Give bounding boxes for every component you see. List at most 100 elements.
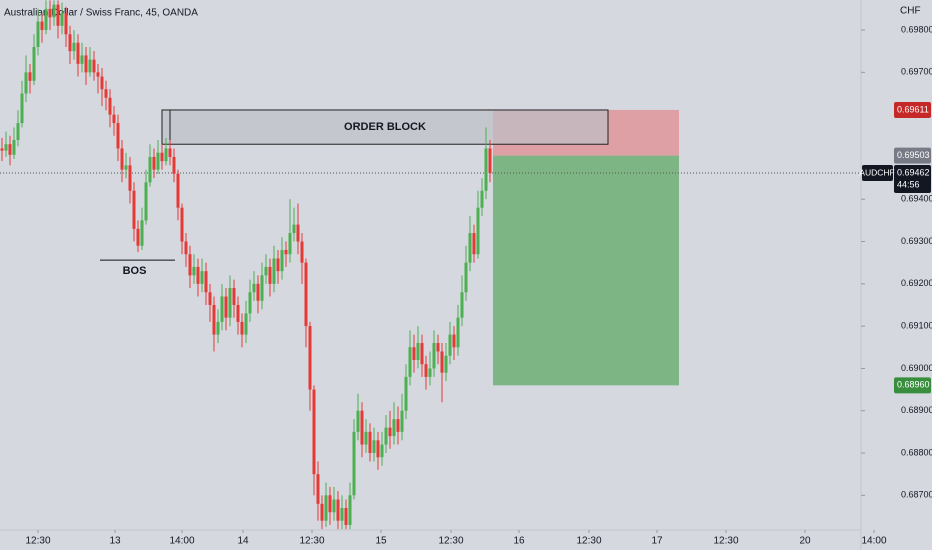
candle-body <box>140 220 144 246</box>
candle-body <box>400 410 404 432</box>
y-tick-label: 0.69800 <box>901 24 932 34</box>
y-tick-label: 0.69400 <box>901 194 932 204</box>
x-tick-label: 12:30 <box>713 536 738 547</box>
candle-body <box>448 334 452 356</box>
candle-body <box>148 156 152 183</box>
candle-body <box>60 13 64 26</box>
candle-body <box>228 288 232 318</box>
candle-body <box>304 262 308 327</box>
candle-body <box>52 4 56 18</box>
candle-body <box>200 271 204 284</box>
candle-body <box>440 351 444 373</box>
chart-title: Australian Dollar / Swiss Franc, 45, OAN… <box>4 8 198 19</box>
candle-body <box>248 292 252 314</box>
candle-body <box>476 207 480 255</box>
candle-body <box>328 495 332 513</box>
candle-body <box>396 419 400 432</box>
target-zone <box>493 155 679 386</box>
candle-body <box>8 144 12 155</box>
target-price-label: 0.68960 <box>897 380 930 390</box>
symbol-label: AUDCHF <box>859 167 894 177</box>
x-tick-label: 14:00 <box>861 536 886 547</box>
candle-body <box>340 508 344 521</box>
countdown: 44:56 <box>897 179 920 189</box>
candle-body <box>220 296 224 322</box>
candle-body <box>156 152 160 170</box>
candle-body <box>56 4 60 26</box>
candle-body <box>168 148 172 157</box>
candle-body <box>176 173 180 208</box>
y-tick-label: 0.68900 <box>901 405 932 415</box>
candle-body <box>428 368 432 377</box>
candle-body <box>300 241 304 263</box>
candle-body <box>124 165 128 170</box>
bos-label: BOS <box>123 265 147 277</box>
candle-body <box>104 89 108 98</box>
candle-body <box>208 292 212 305</box>
candle-body <box>72 42 76 52</box>
candle-body <box>236 304 240 322</box>
candle-body <box>444 355 448 373</box>
entry-price-label-box <box>894 147 931 164</box>
candle-body <box>392 419 396 437</box>
candle-body <box>276 258 280 272</box>
candle-body <box>116 123 120 149</box>
candle-body <box>128 165 132 191</box>
last-price-label-box <box>894 165 931 194</box>
candle-body <box>364 431 368 445</box>
y-tick-label: 0.69700 <box>901 67 932 77</box>
candle-body <box>348 495 352 525</box>
candle-body <box>332 499 336 513</box>
candle-body <box>32 46 36 81</box>
candle-body <box>164 148 168 162</box>
candle-body <box>412 347 416 360</box>
candle-body <box>272 258 276 284</box>
candle-body <box>144 182 148 221</box>
candle-body <box>424 364 428 377</box>
candle-body <box>4 144 8 151</box>
candle-body <box>204 271 208 293</box>
candle-body <box>268 266 272 284</box>
candle-body <box>196 266 200 284</box>
candle-body <box>312 389 316 475</box>
last-price-label: 0.69462 <box>897 167 930 177</box>
entry-price-label: 0.69503 <box>897 150 930 160</box>
candle-body <box>244 313 248 335</box>
x-tick-label: 12:30 <box>25 536 50 547</box>
candle-body <box>264 266 268 276</box>
candle-body <box>380 444 384 458</box>
candle-body <box>120 148 124 170</box>
x-tick-label: 12:30 <box>438 536 463 547</box>
x-tick-label: 13 <box>109 536 121 547</box>
y-tick-label: 0.69000 <box>901 363 932 373</box>
y-tick-label: 0.68800 <box>901 447 932 457</box>
candle-body <box>376 440 380 458</box>
candle-body <box>224 296 228 318</box>
target-price-label-box <box>894 377 931 394</box>
candle-body <box>216 321 220 335</box>
candle-body <box>68 34 72 52</box>
candle-body <box>368 431 372 454</box>
candle-body <box>80 55 84 64</box>
candle-body <box>0 148 4 151</box>
candle-body <box>84 55 88 73</box>
candle-body <box>316 474 320 504</box>
candle-body <box>136 228 140 246</box>
candle-body <box>132 190 136 229</box>
candle-body <box>152 156 156 170</box>
x-tick-label: 12:30 <box>576 536 601 547</box>
candle-body <box>360 410 364 445</box>
x-tick-label: 20 <box>799 536 811 547</box>
candle-body <box>280 249 284 272</box>
candle-body <box>324 495 328 521</box>
order-block <box>161 109 609 145</box>
candle-body <box>20 93 24 124</box>
candle-body <box>112 114 116 124</box>
candle-body <box>100 76 104 90</box>
candle-body <box>160 152 164 162</box>
candle-body <box>24 72 28 94</box>
y-tick-label: 0.69300 <box>901 236 932 246</box>
candle-body <box>256 283 260 301</box>
candle-body <box>488 148 492 174</box>
candle-body <box>92 59 96 73</box>
